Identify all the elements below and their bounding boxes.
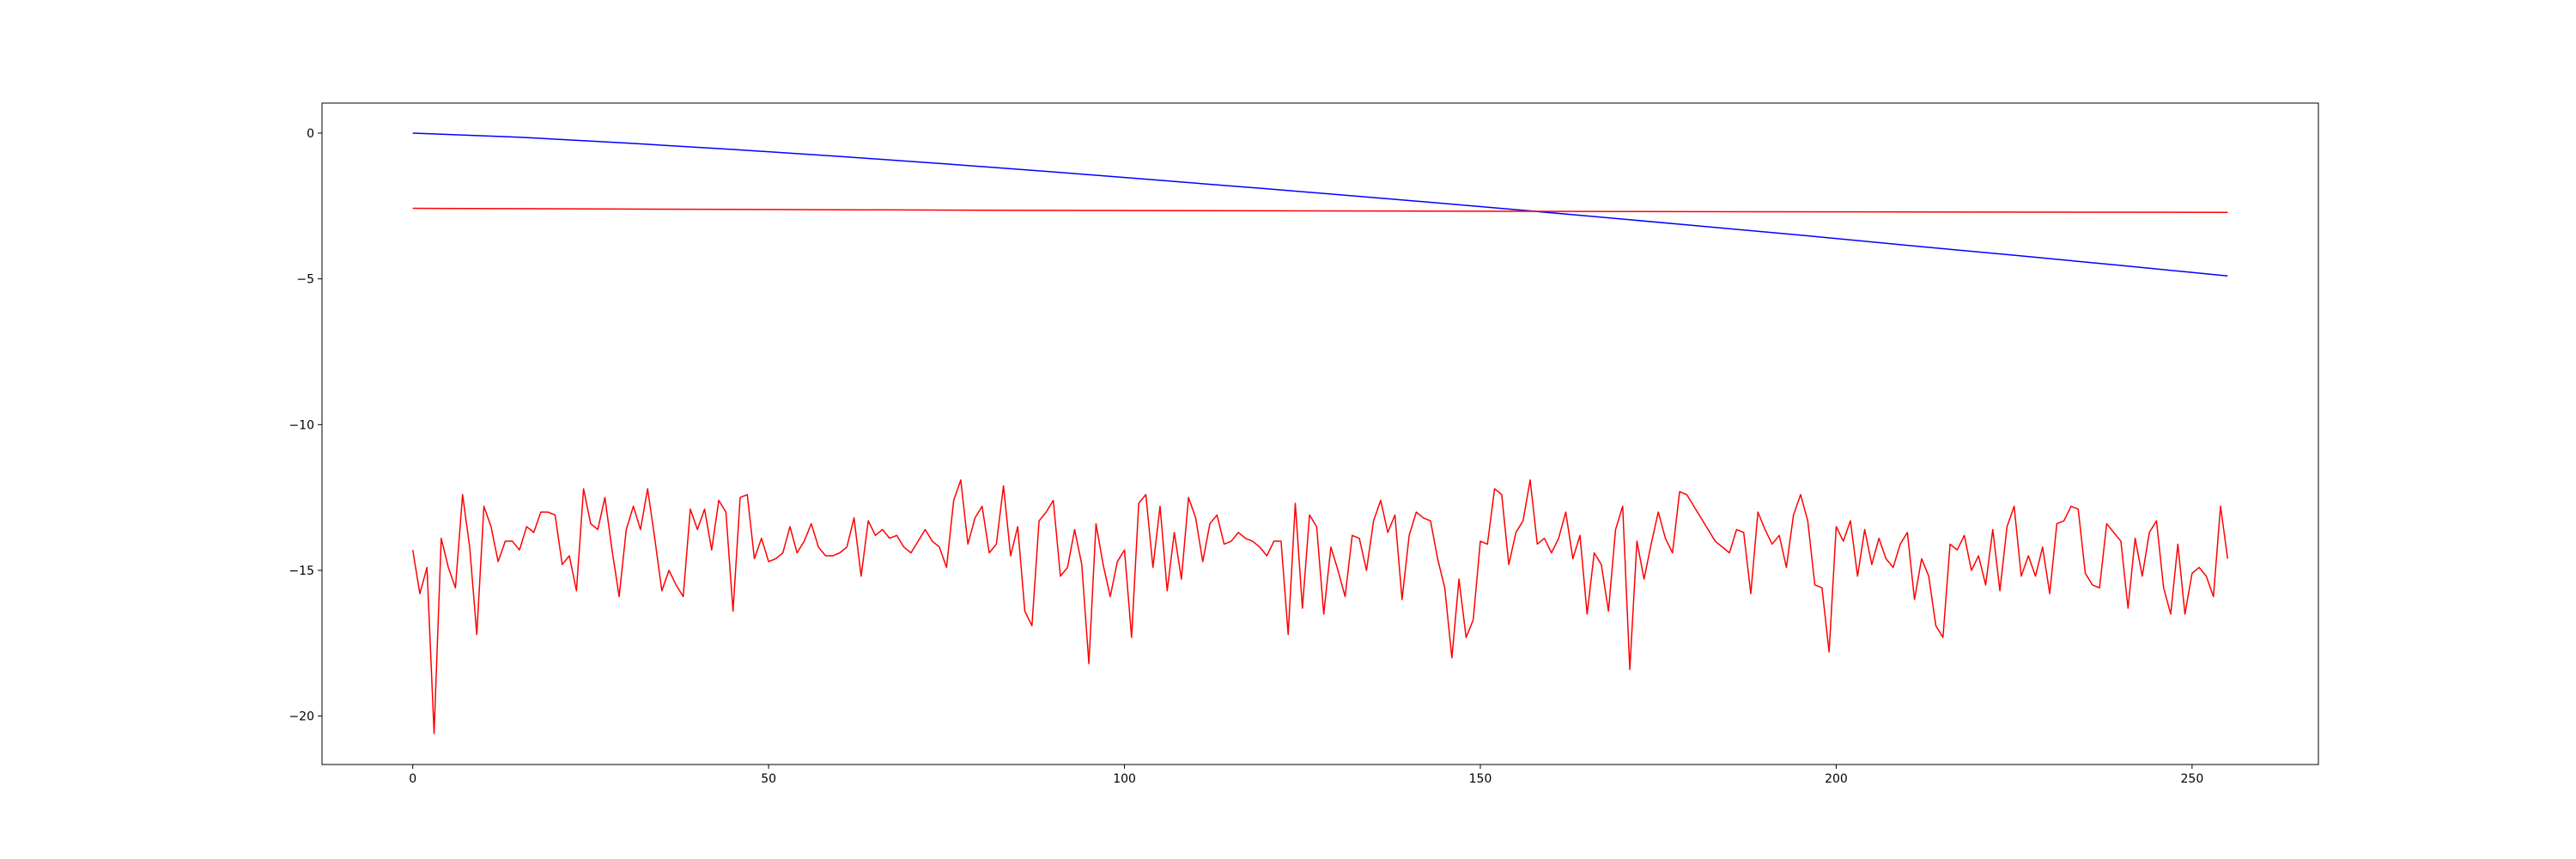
y-tick-label: −20 (289, 710, 314, 724)
x-tick-label: 50 (761, 772, 776, 786)
x-tick-label: 100 (1113, 772, 1136, 786)
y-tick-label: −10 (289, 418, 314, 432)
series-line (412, 207, 2228, 214)
plot-frame (321, 102, 2319, 765)
y-tick-label: 0 (307, 127, 314, 141)
x-tick-label: 0 (409, 772, 416, 786)
x-tick-label: 150 (1469, 772, 1492, 786)
y-tick-label: −5 (296, 273, 314, 287)
series-line (411, 479, 2229, 734)
series-line (412, 132, 2228, 277)
x-tick-label: 200 (1825, 772, 1848, 786)
x-tick-label: 250 (2181, 772, 2204, 786)
y-tick-label: −15 (289, 564, 314, 578)
